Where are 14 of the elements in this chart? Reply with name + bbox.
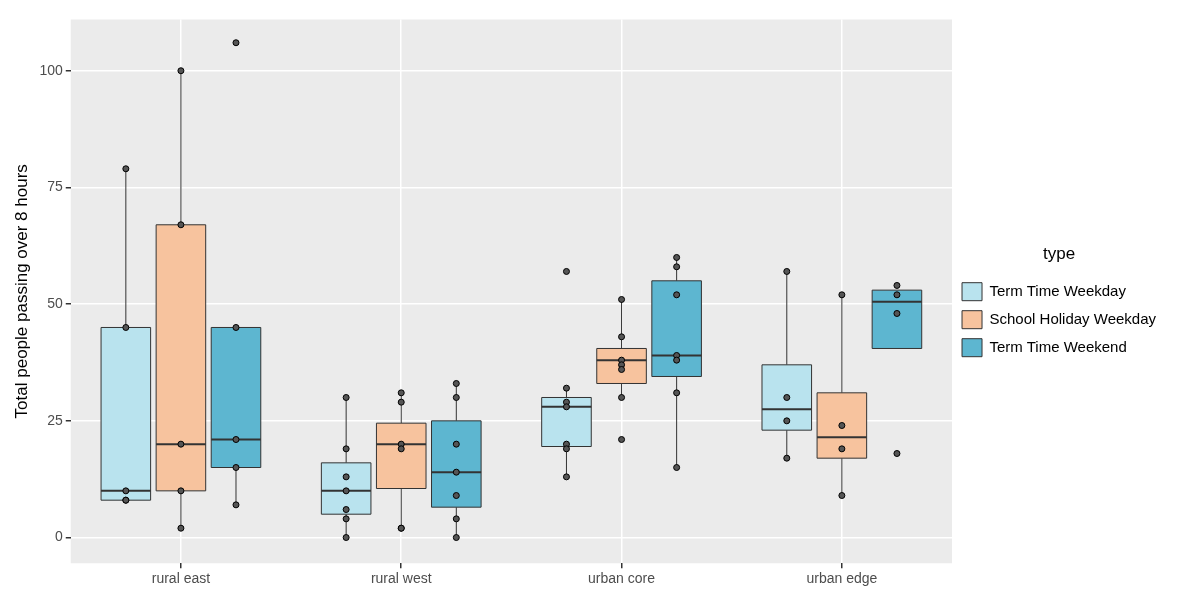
x-tick-label: rural east xyxy=(151,570,211,587)
y-tick-label: 25 xyxy=(47,411,63,428)
legend-title: type xyxy=(1042,244,1076,264)
y-tick-label: 100 xyxy=(39,61,63,78)
legend-label: Term Time Weekday xyxy=(989,281,1127,299)
legend-label: School Holiday Weekday xyxy=(989,309,1157,327)
y-tick-label: 0 xyxy=(54,528,63,545)
y-axis-title: Total people passing over 8 hours xyxy=(11,164,31,419)
x-tick-label: urban edge xyxy=(806,570,878,587)
y-tick-label: 50 xyxy=(47,295,63,311)
x-tick-label: rural west xyxy=(370,570,432,587)
x-tick-label: urban core xyxy=(588,570,656,587)
legend-label: Term Time Weekend xyxy=(989,337,1127,355)
y-tick-label: 75 xyxy=(47,178,63,195)
